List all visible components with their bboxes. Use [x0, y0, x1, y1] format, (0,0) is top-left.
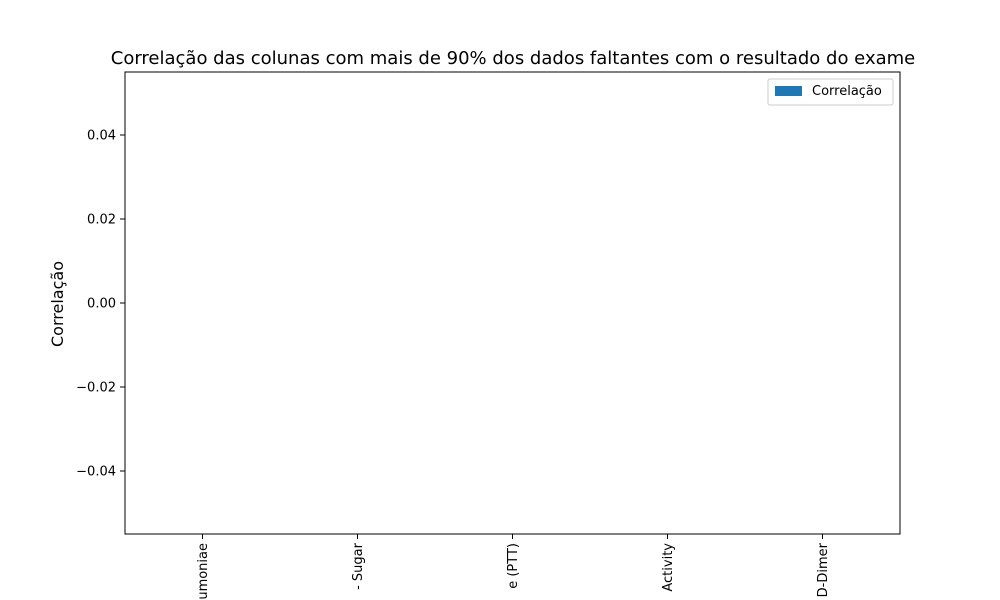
- legend: Correlação: [767, 78, 894, 106]
- legend-box: [767, 78, 894, 106]
- y-tick-label: −0.04: [76, 465, 116, 480]
- y-tick-label: 0.00: [87, 297, 116, 312]
- y-tick-label: 0.02: [87, 213, 116, 228]
- x-tick-label: Activity: [661, 543, 676, 592]
- x-tick-label: - Sugar: [351, 542, 366, 590]
- legend-swatch: [775, 86, 802, 96]
- x-tick-label: umoniae: [196, 543, 211, 600]
- x-axis: umoniae - Sugar e (PTT) Activity D-Dimer: [196, 534, 831, 600]
- chart-title: Correlação das colunas com mais de 90% d…: [111, 48, 915, 69]
- y-tick-label: −0.02: [76, 381, 116, 396]
- x-tick-label: D-Dimer: [816, 542, 831, 597]
- y-axis-label: Correlação: [48, 261, 67, 347]
- y-tick-label: 0.04: [87, 129, 116, 144]
- plot-area-frame: [124, 71, 901, 535]
- x-tick-label: e (PTT): [506, 543, 521, 589]
- y-axis: −0.04 −0.02 0.00 0.02 0.04: [76, 129, 125, 480]
- legend-label: Correlação: [812, 84, 882, 99]
